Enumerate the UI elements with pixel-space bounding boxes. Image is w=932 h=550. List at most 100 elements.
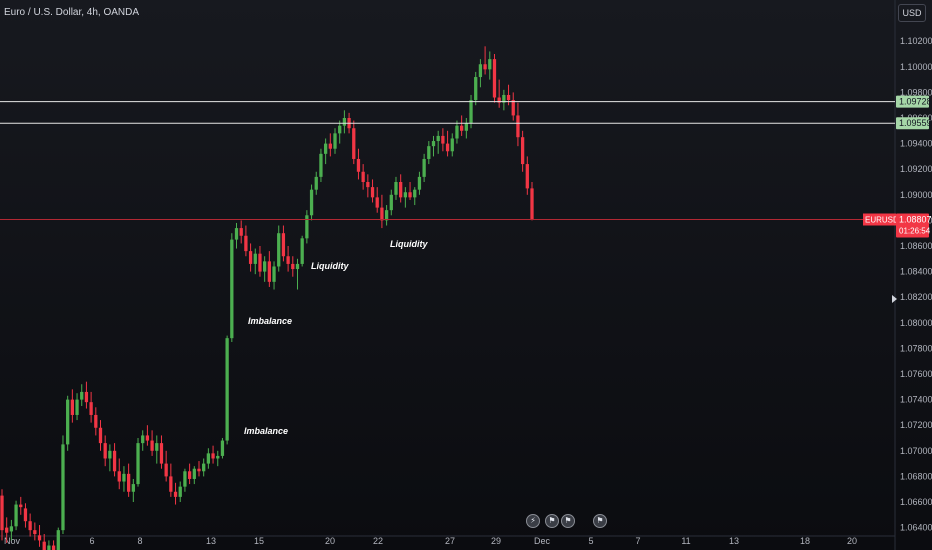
- candle-body: [361, 171, 365, 182]
- level-price-tag: [896, 117, 929, 130]
- candle-body: [202, 463, 206, 472]
- y-tick-label: 1.07000: [900, 446, 932, 456]
- flag-icon[interactable]: ⚑: [545, 514, 559, 528]
- candle-body: [253, 253, 257, 264]
- candle-body: [300, 238, 304, 264]
- y-tick-label: 1.07800: [900, 343, 932, 353]
- y-tick-label: 1.08200: [900, 292, 932, 302]
- x-tick-label: 5: [588, 536, 593, 546]
- candle-body: [5, 527, 9, 533]
- candle-body: [380, 207, 384, 221]
- candle-body: [155, 443, 159, 451]
- y-tick-label: 1.08600: [900, 241, 932, 251]
- candle-body: [183, 471, 187, 487]
- x-tick-label: 11: [681, 536, 690, 546]
- candle-body: [286, 256, 290, 264]
- candle-body: [295, 263, 300, 270]
- x-tick-label: 27: [445, 536, 455, 546]
- candle-body: [108, 450, 112, 459]
- x-tick-label: 6: [89, 536, 94, 546]
- candle-body: [239, 228, 243, 236]
- scale-arrow-icon[interactable]: [892, 295, 897, 303]
- level-price-label: 1.09559: [899, 118, 932, 128]
- candle-body: [244, 235, 248, 252]
- candle-body: [197, 468, 201, 472]
- candle-body: [98, 427, 103, 444]
- y-tick-label: 1.08400: [900, 267, 932, 277]
- candle-body: [530, 188, 534, 220]
- candle-body: [375, 197, 379, 208]
- candle-body: [492, 59, 497, 98]
- candle-body: [220, 440, 225, 456]
- candle-body: [352, 128, 356, 159]
- candle-body: [51, 545, 56, 550]
- candle-body: [445, 143, 450, 152]
- candle-body: [417, 176, 422, 190]
- flag-icon[interactable]: ⚑: [561, 514, 575, 528]
- annotation-label: Imbalance: [248, 316, 292, 326]
- candle-body: [366, 182, 370, 188]
- candle-body: [474, 77, 478, 101]
- flag-icon[interactable]: ⚑: [593, 514, 607, 528]
- y-tick-label: 1.07600: [900, 369, 932, 379]
- candle-body: [159, 443, 164, 464]
- x-tick-label: 20: [847, 536, 857, 546]
- candle-body: [413, 189, 417, 198]
- candle-body: [333, 133, 337, 149]
- candle-body: [520, 137, 525, 165]
- candle-body: [342, 118, 347, 126]
- candle-body: [248, 251, 253, 264]
- candle-body: [216, 455, 220, 459]
- candle-body: [483, 64, 487, 70]
- current-price-tag: [896, 213, 929, 238]
- candle-body: [403, 192, 408, 198]
- candle-body: [450, 138, 454, 152]
- candle-body: [225, 338, 229, 441]
- candle-body: [150, 440, 154, 451]
- candle-body: [28, 521, 32, 531]
- candle-body: [66, 399, 70, 445]
- candle-body: [131, 484, 135, 492]
- candle-body: [267, 261, 271, 282]
- candle-body: [431, 141, 436, 147]
- y-tick-label: 1.09000: [900, 190, 932, 200]
- candle-body: [441, 135, 445, 144]
- candle-body: [173, 491, 178, 497]
- lightning-icon[interactable]: ⚡: [526, 514, 540, 528]
- candle-body: [70, 399, 74, 415]
- candle-body: [89, 402, 93, 415]
- candle-body: [281, 233, 286, 257]
- candle-body: [211, 453, 215, 459]
- candle-body: [206, 453, 211, 464]
- candle-body: [0, 495, 4, 531]
- candle-body: [258, 253, 262, 272]
- candle-body: [277, 233, 281, 267]
- annotation-label: Imbalance: [244, 426, 288, 436]
- candle-body: [455, 125, 459, 139]
- candle-body: [37, 535, 42, 541]
- candle-body: [422, 158, 426, 177]
- candle-body: [427, 146, 431, 159]
- x-tick-label: 18: [800, 536, 810, 546]
- candle-body: [305, 215, 309, 239]
- candle-body: [14, 504, 18, 527]
- candle-body: [84, 391, 89, 403]
- candle-body: [488, 59, 492, 70]
- candle-body: [192, 468, 196, 479]
- y-tick-label: 1.06400: [900, 523, 932, 533]
- annotation-label: Liquidity: [390, 239, 428, 249]
- candle-body: [370, 187, 375, 198]
- candle-body: [164, 463, 168, 477]
- candle-body: [272, 266, 276, 282]
- candle-body: [263, 261, 267, 272]
- symbol-title: Euro / U.S. Dollar, 4h, OANDA: [4, 7, 140, 18]
- candle-body: [436, 135, 440, 142]
- candle-body: [23, 508, 28, 522]
- candle-body: [136, 443, 140, 485]
- y-tick-label: 1.10200: [900, 36, 932, 46]
- candle-body: [141, 435, 145, 444]
- candle-body: [394, 182, 398, 195]
- currency-button[interactable]: USD: [898, 4, 926, 22]
- x-tick-label: Dec: [534, 536, 551, 546]
